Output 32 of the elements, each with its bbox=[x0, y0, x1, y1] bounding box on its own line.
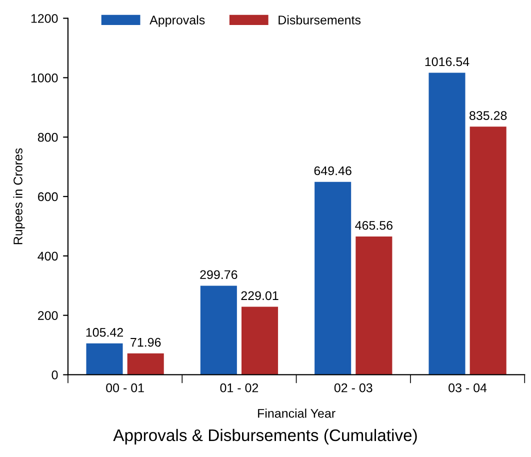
data-label: 835.28 bbox=[470, 111, 507, 120]
y-axis-title: Rupees in Crores bbox=[13, 148, 25, 244]
x-tick-label: 03 - 04 bbox=[448, 383, 487, 392]
y-tick-label: 400 bbox=[38, 252, 58, 261]
bar bbox=[127, 353, 164, 375]
y-tick-label: 1200 bbox=[31, 14, 58, 23]
data-label: 465.56 bbox=[355, 220, 392, 230]
bar bbox=[314, 182, 352, 375]
y-tick-label: 1000 bbox=[31, 73, 58, 82]
legend-label: Approvals bbox=[150, 15, 205, 27]
data-label: 299.76 bbox=[200, 270, 238, 280]
bar bbox=[470, 126, 506, 375]
x-tick-label: 00 - 01 bbox=[106, 383, 144, 392]
bar bbox=[200, 286, 237, 375]
x-tick-label: 01 - 02 bbox=[220, 383, 258, 392]
data-label: 229.01 bbox=[241, 291, 278, 300]
bar bbox=[428, 72, 466, 375]
data-label: 71.96 bbox=[130, 338, 161, 347]
y-tick-label: 800 bbox=[38, 132, 58, 142]
bar bbox=[86, 343, 123, 375]
data-label: 1016.54 bbox=[425, 57, 470, 66]
x-axis-title: Financial Year bbox=[258, 408, 336, 418]
x-tick-label: 02 - 03 bbox=[334, 383, 372, 392]
bar bbox=[242, 306, 278, 375]
bar bbox=[356, 236, 392, 375]
y-tick-label: 0 bbox=[52, 370, 58, 380]
legend-label: Disbursements bbox=[278, 15, 361, 24]
y-tick-label: 200 bbox=[38, 311, 58, 320]
data-label: 105.42 bbox=[86, 328, 123, 337]
data-label: 649.46 bbox=[314, 166, 352, 176]
text: Approvals & Disbursements (Cumulative) bbox=[113, 428, 417, 444]
y-tick-label: 600 bbox=[38, 192, 58, 202]
